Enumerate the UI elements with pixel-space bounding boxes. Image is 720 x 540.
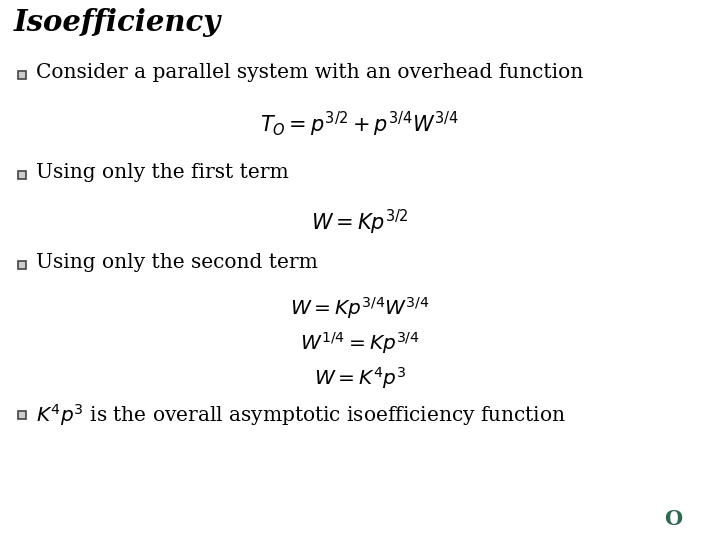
Circle shape <box>642 501 705 535</box>
Text: 20: 20 <box>638 515 652 525</box>
Text: Consider a parallel system with an overhead function: Consider a parallel system with an overh… <box>36 63 583 82</box>
Bar <box>18 410 26 418</box>
Text: Using only the second term: Using only the second term <box>36 253 318 272</box>
Text: UNIVERSITY
OF OREGON: UNIVERSITY OF OREGON <box>701 524 720 536</box>
Bar <box>18 171 26 179</box>
Text: $K^4p^3$ is the overall asymptotic isoefficiency function: $K^4p^3$ is the overall asymptotic isoef… <box>36 403 566 429</box>
Text: $W = Kp^{3/4}W^{3/4}$: $W = Kp^{3/4}W^{3/4}$ <box>290 295 430 321</box>
Text: $T_O = p^{3/2} + p^{3/4}W^{3/4}$: $T_O = p^{3/2} + p^{3/4}W^{3/4}$ <box>261 110 459 139</box>
Text: Using only the first term: Using only the first term <box>36 163 289 182</box>
Text: $W^{1/4} = Kp^{3/4}$: $W^{1/4} = Kp^{3/4}$ <box>300 329 420 355</box>
Text: Introduction to Parallel Computing, University of Oregon, IPCC: Introduction to Parallel Computing, Univ… <box>8 515 269 524</box>
Text: Isoefficiency: Isoefficiency <box>14 8 221 37</box>
Text: Lecture 4 – Parallel Performance Theory - 2: Lecture 4 – Parallel Performance Theory … <box>390 515 572 524</box>
Text: $W = K^4p^3$: $W = K^4p^3$ <box>314 364 406 390</box>
Text: O: O <box>664 509 682 529</box>
Bar <box>18 261 26 269</box>
Text: $W = Kp^{3/2}$: $W = Kp^{3/2}$ <box>311 208 409 237</box>
Bar <box>18 71 26 79</box>
